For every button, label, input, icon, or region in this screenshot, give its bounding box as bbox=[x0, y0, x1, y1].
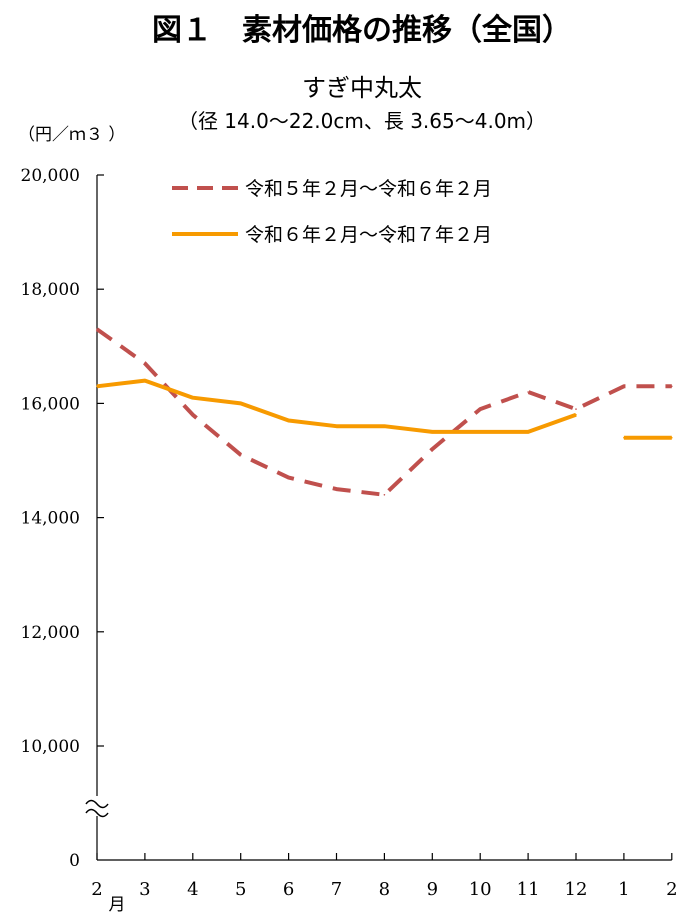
data-point bbox=[335, 488, 338, 490]
series-2 bbox=[96, 378, 673, 440]
data-point bbox=[96, 328, 98, 331]
data-point bbox=[287, 419, 290, 422]
data-point bbox=[192, 396, 194, 399]
x-tick-label: 7 bbox=[331, 879, 342, 900]
data-point bbox=[479, 408, 482, 410]
y-axis-unit-label: （円／ｍ３ ） bbox=[18, 125, 125, 145]
y-tick-label: 20,000 bbox=[21, 166, 80, 186]
chart-subtitle: すぎ中丸太 bbox=[302, 74, 422, 102]
chart-title: 図１ 素材価格の推移（全国） bbox=[152, 13, 572, 48]
x-axis-unit-label: 月 bbox=[109, 895, 126, 915]
x-tick-label: 5 bbox=[235, 879, 246, 900]
legend-item: 令和６年２月～令和７年２月 bbox=[172, 224, 492, 246]
data-point bbox=[96, 385, 98, 388]
data-point bbox=[575, 408, 577, 410]
x-tick-label: 3 bbox=[139, 879, 150, 900]
legend-label: 令和６年２月～令和７年２月 bbox=[245, 224, 492, 246]
data-point bbox=[623, 436, 625, 439]
x-tick-label: 9 bbox=[427, 879, 438, 900]
data-point bbox=[527, 431, 529, 433]
y-zero-label: 0 bbox=[69, 851, 80, 871]
series-1 bbox=[95, 327, 673, 497]
series-lines bbox=[95, 327, 673, 497]
chart-subtitle-dimensions: （径 14.0～22.0cm、長 3.65～4.0m） bbox=[178, 109, 546, 133]
x-axis: 2 3 4 5 6 7 8 9 10 11 12 1 2月 bbox=[91, 853, 678, 915]
y-tick-label: 10,000 bbox=[21, 737, 80, 757]
x-tick-label: 10 bbox=[469, 879, 492, 900]
data-point bbox=[479, 431, 482, 433]
data-point bbox=[383, 494, 386, 496]
data-point bbox=[575, 414, 577, 416]
y-tick-label: 16,000 bbox=[21, 394, 80, 414]
data-point bbox=[623, 385, 625, 388]
series-line bbox=[95, 327, 672, 497]
data-point bbox=[239, 402, 242, 405]
data-point bbox=[671, 385, 673, 388]
data-point bbox=[144, 379, 146, 382]
x-tick-label: 11 bbox=[517, 879, 540, 900]
data-point bbox=[431, 431, 434, 433]
y-axis: 20,000 18,000 16,000 14,000 12,000 10,000 0 bbox=[21, 166, 109, 871]
series-line bbox=[96, 378, 577, 434]
x-tick-label: 1 bbox=[618, 879, 629, 900]
y-tick-label: 12,000 bbox=[21, 623, 80, 643]
legend-item: 令和５年２月～令和６年２月 bbox=[172, 178, 492, 200]
y-tick-label: 18,000 bbox=[21, 280, 80, 300]
data-point bbox=[192, 414, 194, 416]
data-point bbox=[335, 425, 338, 428]
x-tick-label: 12 bbox=[565, 879, 588, 900]
data-point bbox=[287, 476, 290, 479]
data-point bbox=[431, 448, 434, 450]
x-tick-label: 2 bbox=[91, 879, 102, 900]
x-tick-label: 6 bbox=[283, 879, 294, 900]
axis-break-mark bbox=[85, 796, 109, 818]
data-point bbox=[383, 425, 386, 428]
legend-label: 令和５年２月～令和６年２月 bbox=[245, 178, 492, 200]
x-tick-label: 4 bbox=[187, 879, 198, 900]
x-tick-label: 8 bbox=[379, 879, 390, 900]
data-point bbox=[671, 436, 673, 439]
data-point bbox=[239, 454, 242, 456]
x-tick-label: 2 bbox=[666, 879, 677, 900]
data-point bbox=[527, 391, 529, 393]
y-tick-label: 14,000 bbox=[21, 509, 80, 529]
data-point bbox=[144, 362, 146, 365]
